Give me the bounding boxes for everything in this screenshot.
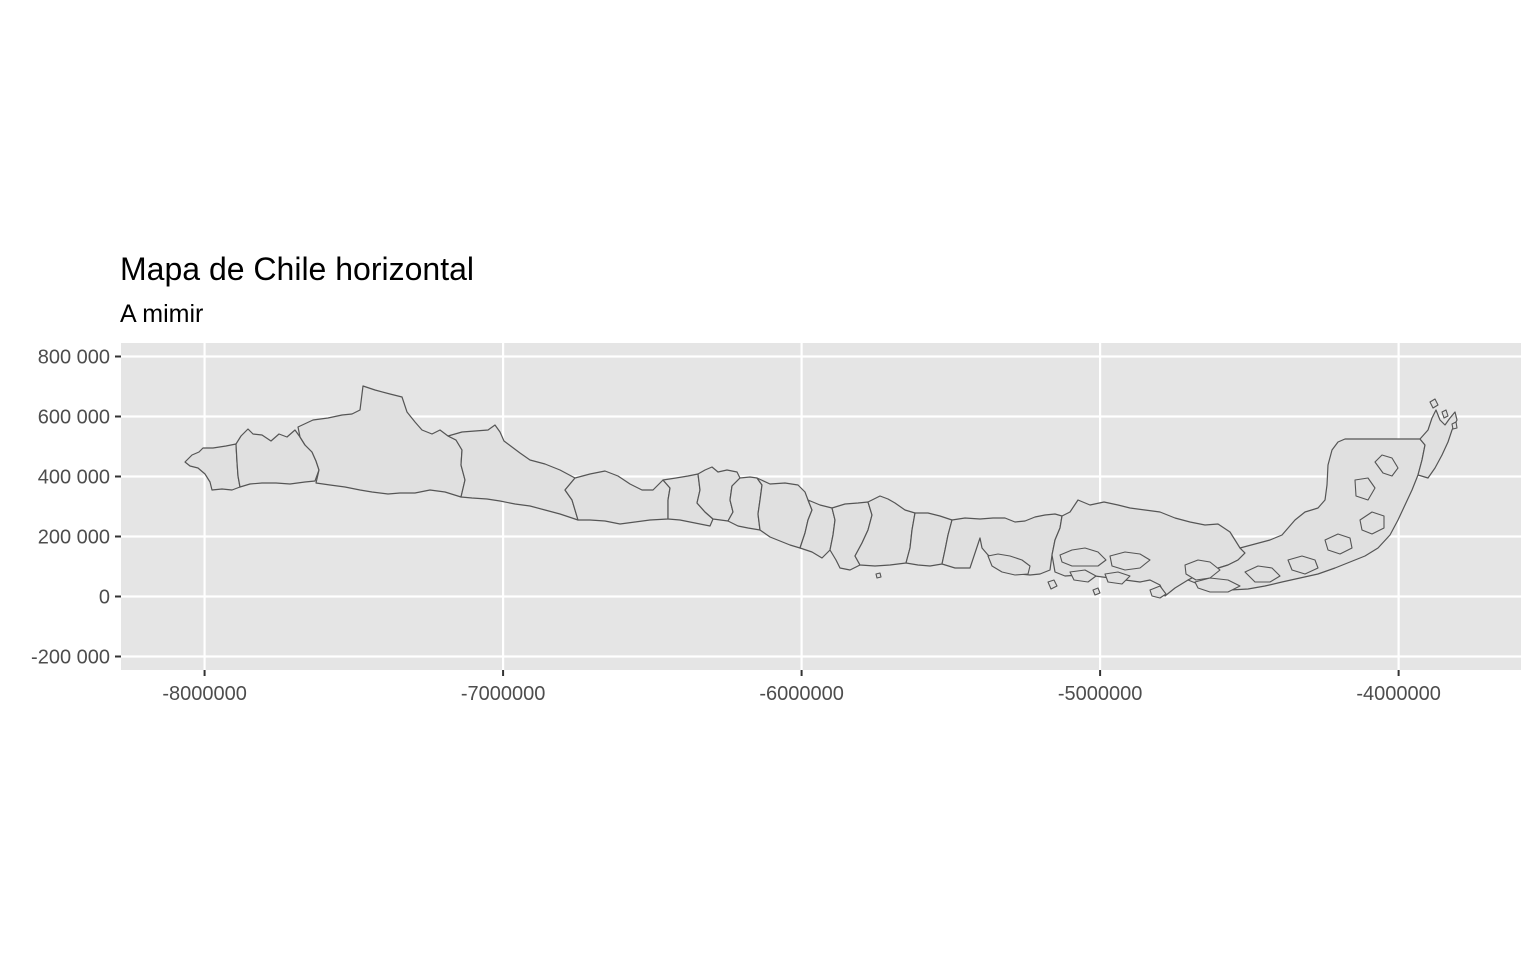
- y-tick-label: 800 000: [38, 347, 110, 369]
- chile-map: [184, 385, 1458, 599]
- island-shape: [1451, 421, 1458, 430]
- island-shape: [1441, 409, 1449, 419]
- island-shape: [1059, 547, 1107, 567]
- region-magallanes: [1187, 438, 1426, 591]
- island-shape: [1109, 551, 1151, 571]
- y-tick-label: 400 000: [38, 467, 110, 489]
- island-shape: [1287, 555, 1319, 575]
- island-shape: [1092, 587, 1101, 596]
- island-shape: [1104, 571, 1131, 585]
- island-shape: [1359, 511, 1385, 535]
- x-tick-label: -4000000: [1356, 683, 1441, 705]
- island-chiloe: [987, 553, 1031, 576]
- island-shape: [1194, 577, 1241, 593]
- plot-title: Mapa de Chile horizontal: [120, 251, 474, 287]
- island-shape: [1184, 559, 1221, 581]
- y-tick-label: -200 000: [31, 647, 110, 669]
- island-shape: [1149, 585, 1167, 599]
- x-tick-label: -7000000: [461, 683, 546, 705]
- x-tick-label: -8000000: [162, 683, 247, 705]
- region-ohiggins: [727, 476, 763, 531]
- x-tick-label: -6000000: [759, 683, 844, 705]
- plot-subtitle: A mimir: [120, 300, 203, 328]
- lake-shape: [1374, 454, 1399, 477]
- region-los-lagos: [941, 513, 1063, 576]
- x-tick-label: -5000000: [1058, 683, 1143, 705]
- axes: -200 000 0 200 000 400 000 600 000 800 000 -80…: [31, 347, 1441, 706]
- y-tick-label: 200 000: [38, 527, 110, 549]
- island-shape: [1324, 533, 1353, 555]
- island-shape: [1047, 579, 1058, 590]
- lake-shape: [1354, 477, 1376, 501]
- island-shape: [1429, 398, 1439, 409]
- island-shape: [875, 572, 882, 579]
- island-shape: [1069, 569, 1097, 583]
- y-tick-label: 600 000: [38, 407, 110, 429]
- y-tick-label: 0: [99, 587, 110, 609]
- island-shape: [1244, 565, 1281, 583]
